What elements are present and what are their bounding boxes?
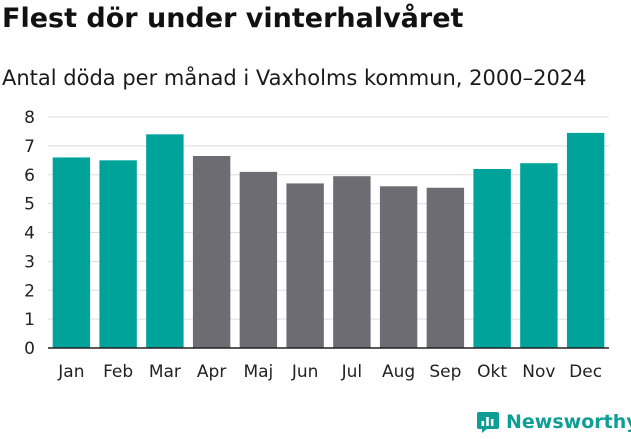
brand[interactable]: Newsworthy [476, 408, 631, 436]
y-tick-label: 0 [24, 339, 35, 359]
y-tick-label: 8 [24, 108, 35, 128]
bar-nov[interactable] [520, 163, 558, 348]
grid-layer [48, 116, 609, 320]
y-tick-label: 5 [24, 195, 35, 215]
x-tick-label: Mar [149, 362, 181, 382]
bar-apr[interactable] [192, 155, 231, 348]
bar-jan[interactable] [52, 157, 91, 348]
x-tick-label: Feb [103, 362, 133, 382]
newsworthy-logo-icon [477, 412, 499, 433]
x-tick-label: Okt [477, 362, 507, 382]
x-tick-label: Nov [522, 362, 555, 382]
x-tick-label: Maj [243, 362, 273, 382]
bar-feb[interactable] [99, 160, 137, 348]
x-tick-label: Sep [429, 362, 461, 382]
bar-jul[interactable] [333, 176, 371, 348]
y-tick-label: 7 [24, 137, 35, 157]
bar-dec[interactable] [566, 132, 605, 348]
bar-jun[interactable] [286, 183, 324, 348]
y-tick-label: 4 [24, 224, 35, 244]
bar-sep[interactable] [426, 187, 465, 348]
bar-okt[interactable] [473, 168, 511, 348]
y-tick-label: 2 [24, 281, 35, 301]
x-tick-label: Dec [569, 362, 602, 382]
x-tick-label: Jun [291, 362, 319, 382]
x-tick-label: Jul [341, 362, 363, 382]
x-tick-label: Apr [197, 362, 226, 382]
x-tick-label: Aug [382, 362, 415, 382]
bar-chart: 0 1 2 3 4 5 6 7 8 Jan Feb Mar Apr Maj Jun Jul Aug Sep Okt N… [24, 108, 609, 382]
bar-maj[interactable] [239, 171, 278, 348]
chart-subtitle: Antal döda per månad i Vaxholms kommun, … [2, 66, 587, 90]
y-tick-label: 1 [24, 310, 35, 330]
x-tick-label: Jan [57, 362, 84, 382]
y-tick-label: 6 [24, 166, 35, 186]
y-tick-label: 3 [24, 252, 35, 272]
bar-aug[interactable] [379, 186, 418, 348]
label-layer: 0 1 2 3 4 5 6 7 8 Jan Feb Mar Apr Maj Jun Jul Aug Sep Okt N… [24, 108, 602, 382]
bar-mar[interactable] [146, 134, 184, 348]
bar-layer [48, 132, 609, 349]
chart-title: Flest dör under vinterhalvåret [2, 3, 464, 34]
brand-name: Newsworthy [506, 411, 631, 433]
